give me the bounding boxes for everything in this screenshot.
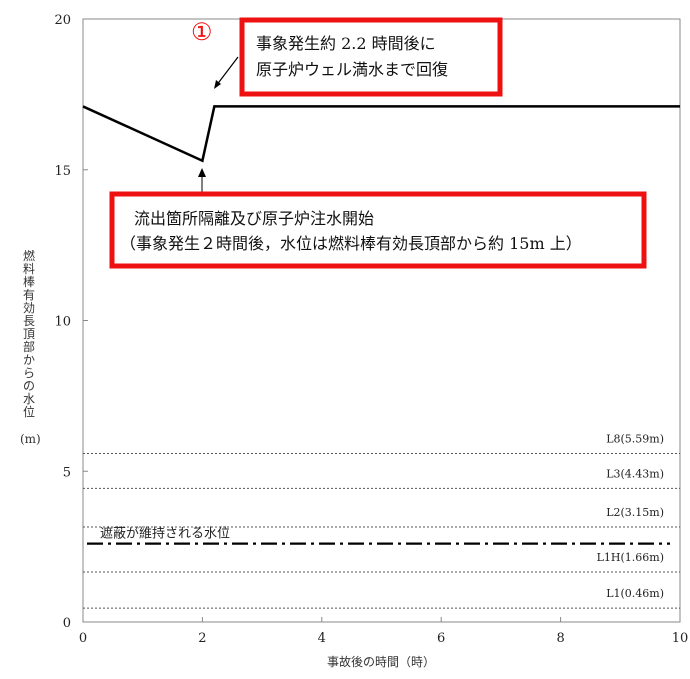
level-label: L1H(1.66m) — [597, 551, 664, 564]
annotation-1-arrowhead — [214, 80, 221, 89]
y-tick-label: 10 — [54, 315, 71, 330]
annotation-2-line-1: 流出箇所隔離及び原子炉注水開始 — [134, 209, 374, 228]
y-tick-label: 5 — [63, 465, 71, 480]
y-axis-unit: (m) — [20, 432, 41, 446]
shield-level-label: 遮蔽が維持される水位 — [100, 526, 230, 542]
annotation-box-1 — [239, 17, 503, 97]
y-tick-label: 15 — [54, 164, 71, 179]
x-axis-label: 事故後の時間（時） — [327, 654, 435, 669]
annotation-2-line-2: （事象発生２時間後，水位は燃料棒有効長頂部から約 15m 上） — [120, 234, 582, 253]
x-tick-label: 0 — [79, 631, 87, 646]
x-tick-label: 10 — [672, 631, 689, 646]
x-tick-label: 4 — [318, 631, 326, 646]
annotation-2-arrowhead — [198, 168, 206, 177]
y-axis-label: 燃料棒有効長頂部からの水位 — [22, 249, 35, 419]
level-label: L8(5.59m) — [606, 432, 664, 445]
x-tick-label: 8 — [556, 631, 564, 646]
level-label: L2(3.15m) — [606, 506, 664, 519]
annotation-box-2 — [109, 191, 647, 269]
water-level-series-line — [82, 105, 680, 163]
annotation-marker: ① — [191, 18, 213, 46]
annotation-1-line-2: 原子炉ウェル満水まで回復 — [256, 60, 448, 79]
annotation-1-arrow — [215, 56, 239, 87]
level-label: L1(0.46m) — [606, 587, 664, 600]
x-tick-label: 2 — [198, 631, 206, 646]
y-tick-label: 20 — [54, 13, 71, 28]
level-label: L3(4.43m) — [606, 467, 664, 480]
x-tick-label: 6 — [437, 631, 445, 646]
annotation-1-line-1: 事象発生約 2.2 時間後に — [256, 34, 436, 53]
y-tick-label: 0 — [63, 616, 71, 631]
